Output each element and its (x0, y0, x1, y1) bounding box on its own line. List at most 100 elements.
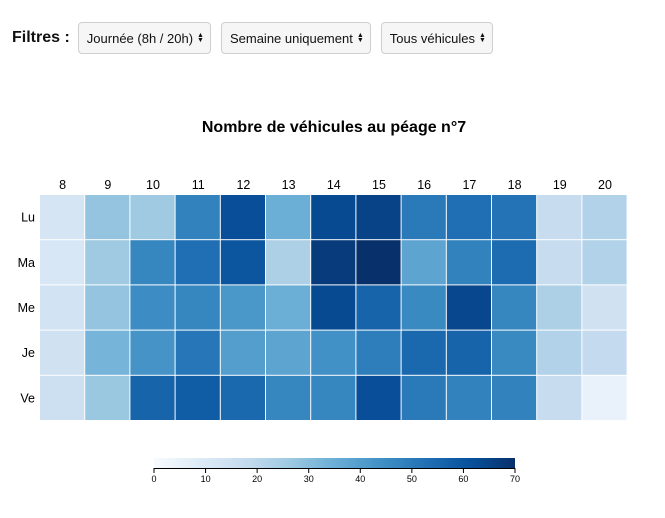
heatmap-cell (266, 375, 311, 420)
x-tick-label: 15 (372, 178, 386, 192)
vehicles-select[interactable]: Tous véhicules ▲ ▼ (380, 22, 493, 54)
heatmap-cell (492, 375, 537, 420)
heatmap-cell (401, 375, 446, 420)
heatmap-cell (582, 330, 627, 375)
heatmap-cell (446, 375, 491, 420)
legend-tick-label: 30 (304, 474, 314, 484)
legend-gradient-bar (154, 458, 515, 468)
x-tick-label: 16 (417, 178, 431, 192)
heatmap-cell (311, 330, 356, 375)
heatmap-cell (40, 375, 85, 420)
heatmap-cell (537, 195, 582, 240)
legend-tick-label: 50 (407, 474, 417, 484)
select-arrows-icon: ▲ ▼ (356, 32, 364, 44)
heatmap-cell (446, 330, 491, 375)
x-tick-label: 12 (236, 178, 250, 192)
y-tick-label: Lu (21, 211, 35, 225)
select-arrows-icon: ▲ ▼ (197, 32, 204, 44)
heatmap-cell (40, 195, 85, 240)
y-tick-label: Je (22, 346, 35, 360)
heatmap-cell (130, 330, 175, 375)
heatmap-cell (401, 285, 446, 330)
period-select-value: Journée (8h / 20h) (86, 30, 194, 46)
x-tick-label: 18 (508, 178, 522, 192)
heatmap-cell (175, 285, 220, 330)
heatmap-cell (266, 240, 311, 285)
vehicles-select-value: Tous véhicules (389, 30, 476, 46)
heatmap-cell (582, 375, 627, 420)
x-tick-label: 11 (192, 178, 205, 192)
heatmap-cell (85, 195, 130, 240)
heatmap-cell (266, 330, 311, 375)
heatmap-cell (537, 240, 582, 285)
heatmap-cell (311, 195, 356, 240)
legend-tick-label: 0 (151, 474, 156, 484)
heatmap-cell (446, 195, 491, 240)
heatmap-cell (446, 285, 491, 330)
x-tick-label: 10 (146, 178, 160, 192)
heatmap-cell (175, 195, 220, 240)
heatmap-cell (130, 375, 175, 420)
heatmap-cell (40, 240, 85, 285)
heatmap-cell (220, 330, 265, 375)
heatmap-cell (582, 240, 627, 285)
heatmap-cell (175, 375, 220, 420)
heatmap-cell (85, 240, 130, 285)
y-tick-label: Ve (20, 391, 35, 405)
heatmap-cell (175, 330, 220, 375)
y-axis-labels: Lu Ma Me Je Ve (18, 211, 35, 406)
heatmap-cell (130, 285, 175, 330)
heatmap-cell (85, 330, 130, 375)
heatmap-cell (220, 240, 265, 285)
legend-tick-label: 20 (252, 474, 262, 484)
chart-title: Nombre de véhicules au péage n°7 (202, 119, 466, 136)
x-axis-labels: 8 9 10 11 12 13 14 15 16 17 18 19 20 (59, 178, 612, 192)
x-tick-label: 13 (282, 178, 296, 192)
heatmap-cell (537, 285, 582, 330)
heatmap-cell (40, 285, 85, 330)
heatmap-cell (492, 330, 537, 375)
heatmap-cell (311, 240, 356, 285)
heatmap-cell (220, 195, 265, 240)
heatmap-cell (266, 285, 311, 330)
heatmap-cell (175, 240, 220, 285)
y-tick-label: Ma (18, 256, 35, 270)
heatmap-cell (492, 240, 537, 285)
heatmap-cell (266, 195, 311, 240)
heatmap-cell (537, 330, 582, 375)
heatmap-cell (401, 330, 446, 375)
legend-tick-label: 70 (510, 474, 520, 484)
legend-tick-label: 40 (355, 474, 365, 484)
color-legend: 0 10 20 30 40 50 60 70 (151, 458, 520, 484)
heatmap-cell (492, 195, 537, 240)
heatmap-cell (401, 240, 446, 285)
heatmap-cell (130, 195, 175, 240)
heatmap-cell (356, 240, 401, 285)
days-select[interactable]: Semaine uniquement ▲ ▼ (220, 22, 371, 54)
heatmap-cell (401, 195, 446, 240)
legend-tick-label: 10 (201, 474, 211, 484)
heatmap-cell (446, 240, 491, 285)
heatmap-cell (311, 285, 356, 330)
heatmap-cell (311, 375, 356, 420)
heatmap-cell (40, 330, 85, 375)
heatmap-cell (356, 195, 401, 240)
heatmap-cell (356, 285, 401, 330)
heatmap-cell (130, 240, 175, 285)
heatmap-cell (492, 285, 537, 330)
heatmap-cell (85, 375, 130, 420)
heatmap-cell (220, 285, 265, 330)
heatmap-cell (85, 285, 130, 330)
legend-tick-label: 60 (458, 474, 468, 484)
select-arrows-icon: ▲ ▼ (479, 32, 486, 44)
x-tick-label: 8 (59, 178, 66, 192)
heatmap-cell (537, 375, 582, 420)
heatmap-cell (220, 375, 265, 420)
x-tick-label: 20 (598, 178, 612, 192)
x-tick-label: 17 (462, 178, 476, 192)
heatmap-cells (40, 195, 627, 420)
heatmap-cell (582, 195, 627, 240)
period-select[interactable]: Journée (8h / 20h) ▲ ▼ (77, 22, 211, 54)
x-tick-label: 9 (104, 178, 111, 192)
